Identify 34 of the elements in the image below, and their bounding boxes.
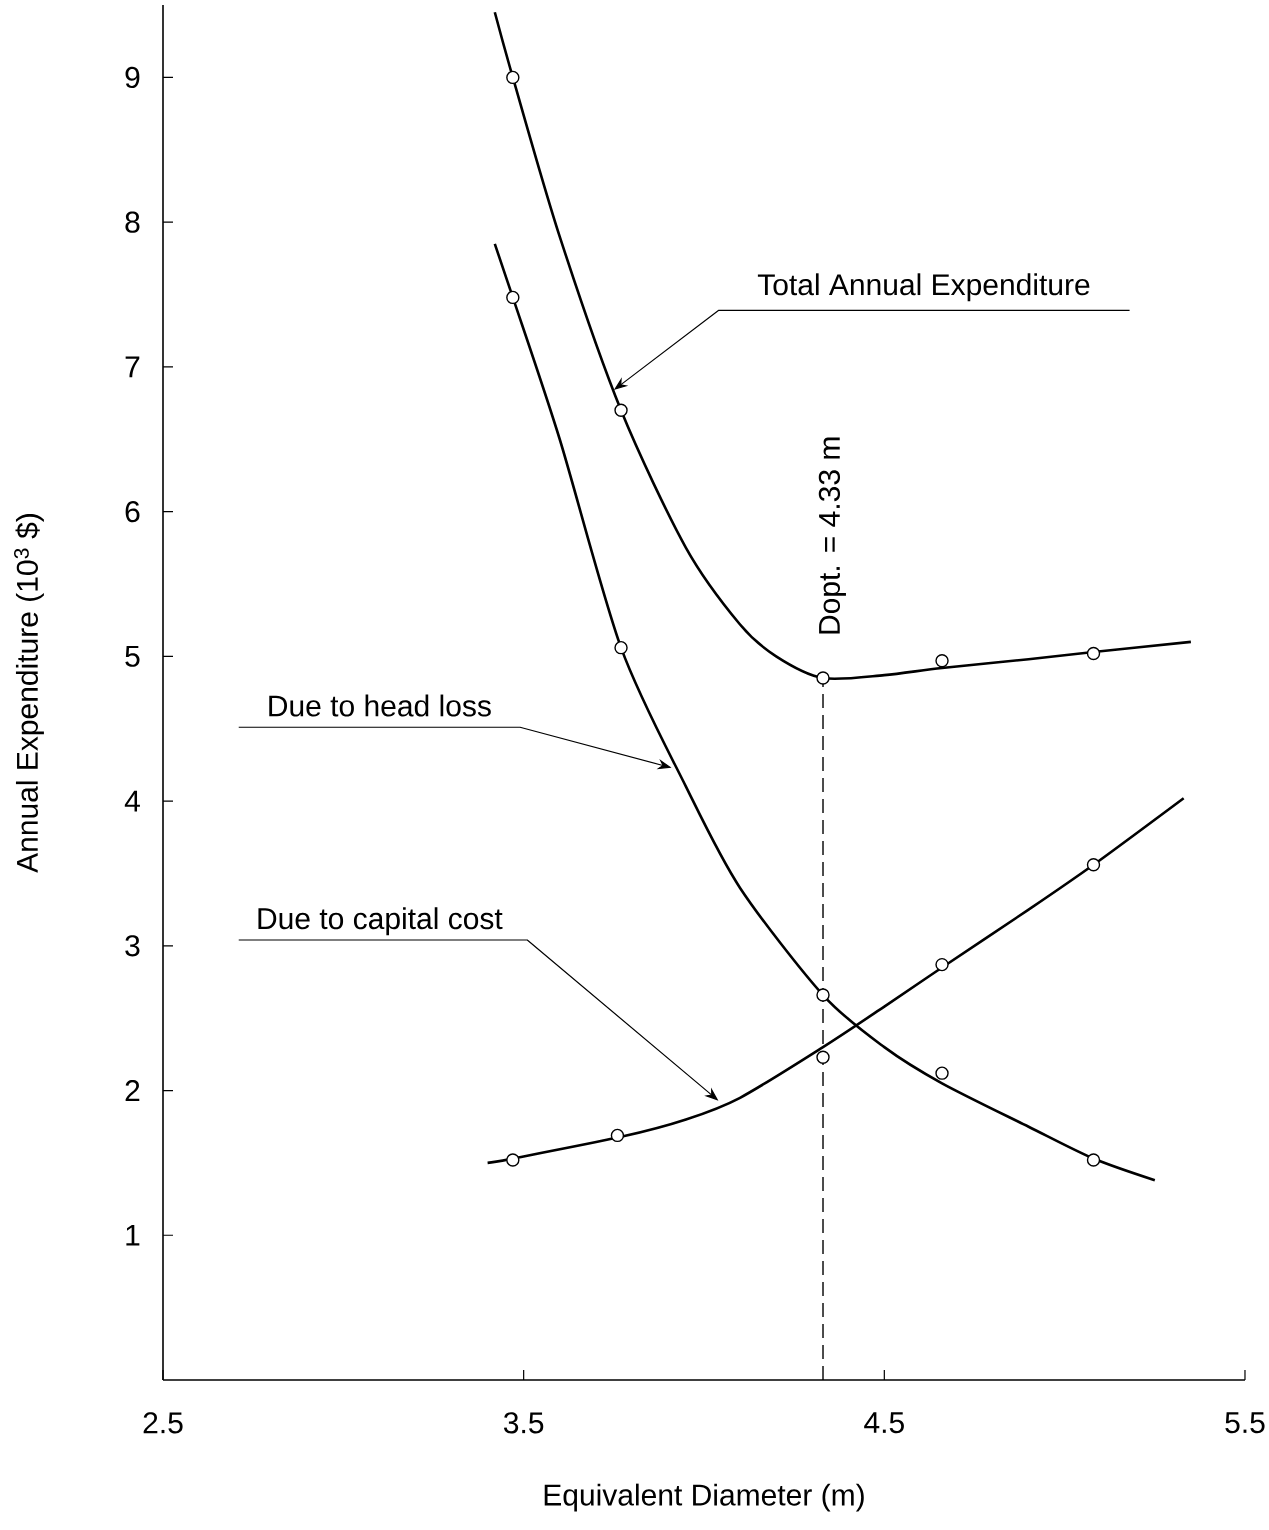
y-tick-label: 7 [125,356,140,378]
x-tick-label: 5.5 [1225,1412,1265,1434]
x-tick-label: 4.5 [864,1412,904,1434]
point [1086,858,1101,872]
x-tick-label: 2.5 [143,1412,183,1434]
point [935,957,949,972]
x-axis-title: Equivalent Diameter (m) [544,1483,864,1512]
y-tick-label: 3 [125,935,140,957]
point [506,1153,520,1167]
y-tick-label: 8 [125,211,140,233]
point [1086,646,1101,661]
y-tick-label: 2 [125,1080,140,1102]
point [506,290,520,305]
point [614,640,628,655]
point [506,70,520,85]
y-tick-label: 5 [125,645,140,667]
annotation: Dopt. = 4.33 m [818,437,846,634]
point [816,1050,830,1064]
y-tick-label: 1 [126,1224,140,1246]
point [816,671,830,685]
point [1086,1153,1101,1167]
point [935,1066,949,1080]
y-axis-title: Annual Expenditure (10$^{3}$ $) [14,514,44,873]
point [614,403,628,417]
annotation: Due to head loss [269,694,491,717]
point [816,988,830,1002]
point [610,1128,625,1143]
y-tick-label: 6 [125,500,140,523]
y-tick-label: 4 [124,790,140,812]
point [935,653,949,668]
annotation: Total Annual Expenditure [757,273,1090,302]
x-tick-label: 3.5 [503,1412,544,1434]
annotation: Due to capital cost [258,907,503,936]
y-tick-label: 9 [125,66,140,89]
